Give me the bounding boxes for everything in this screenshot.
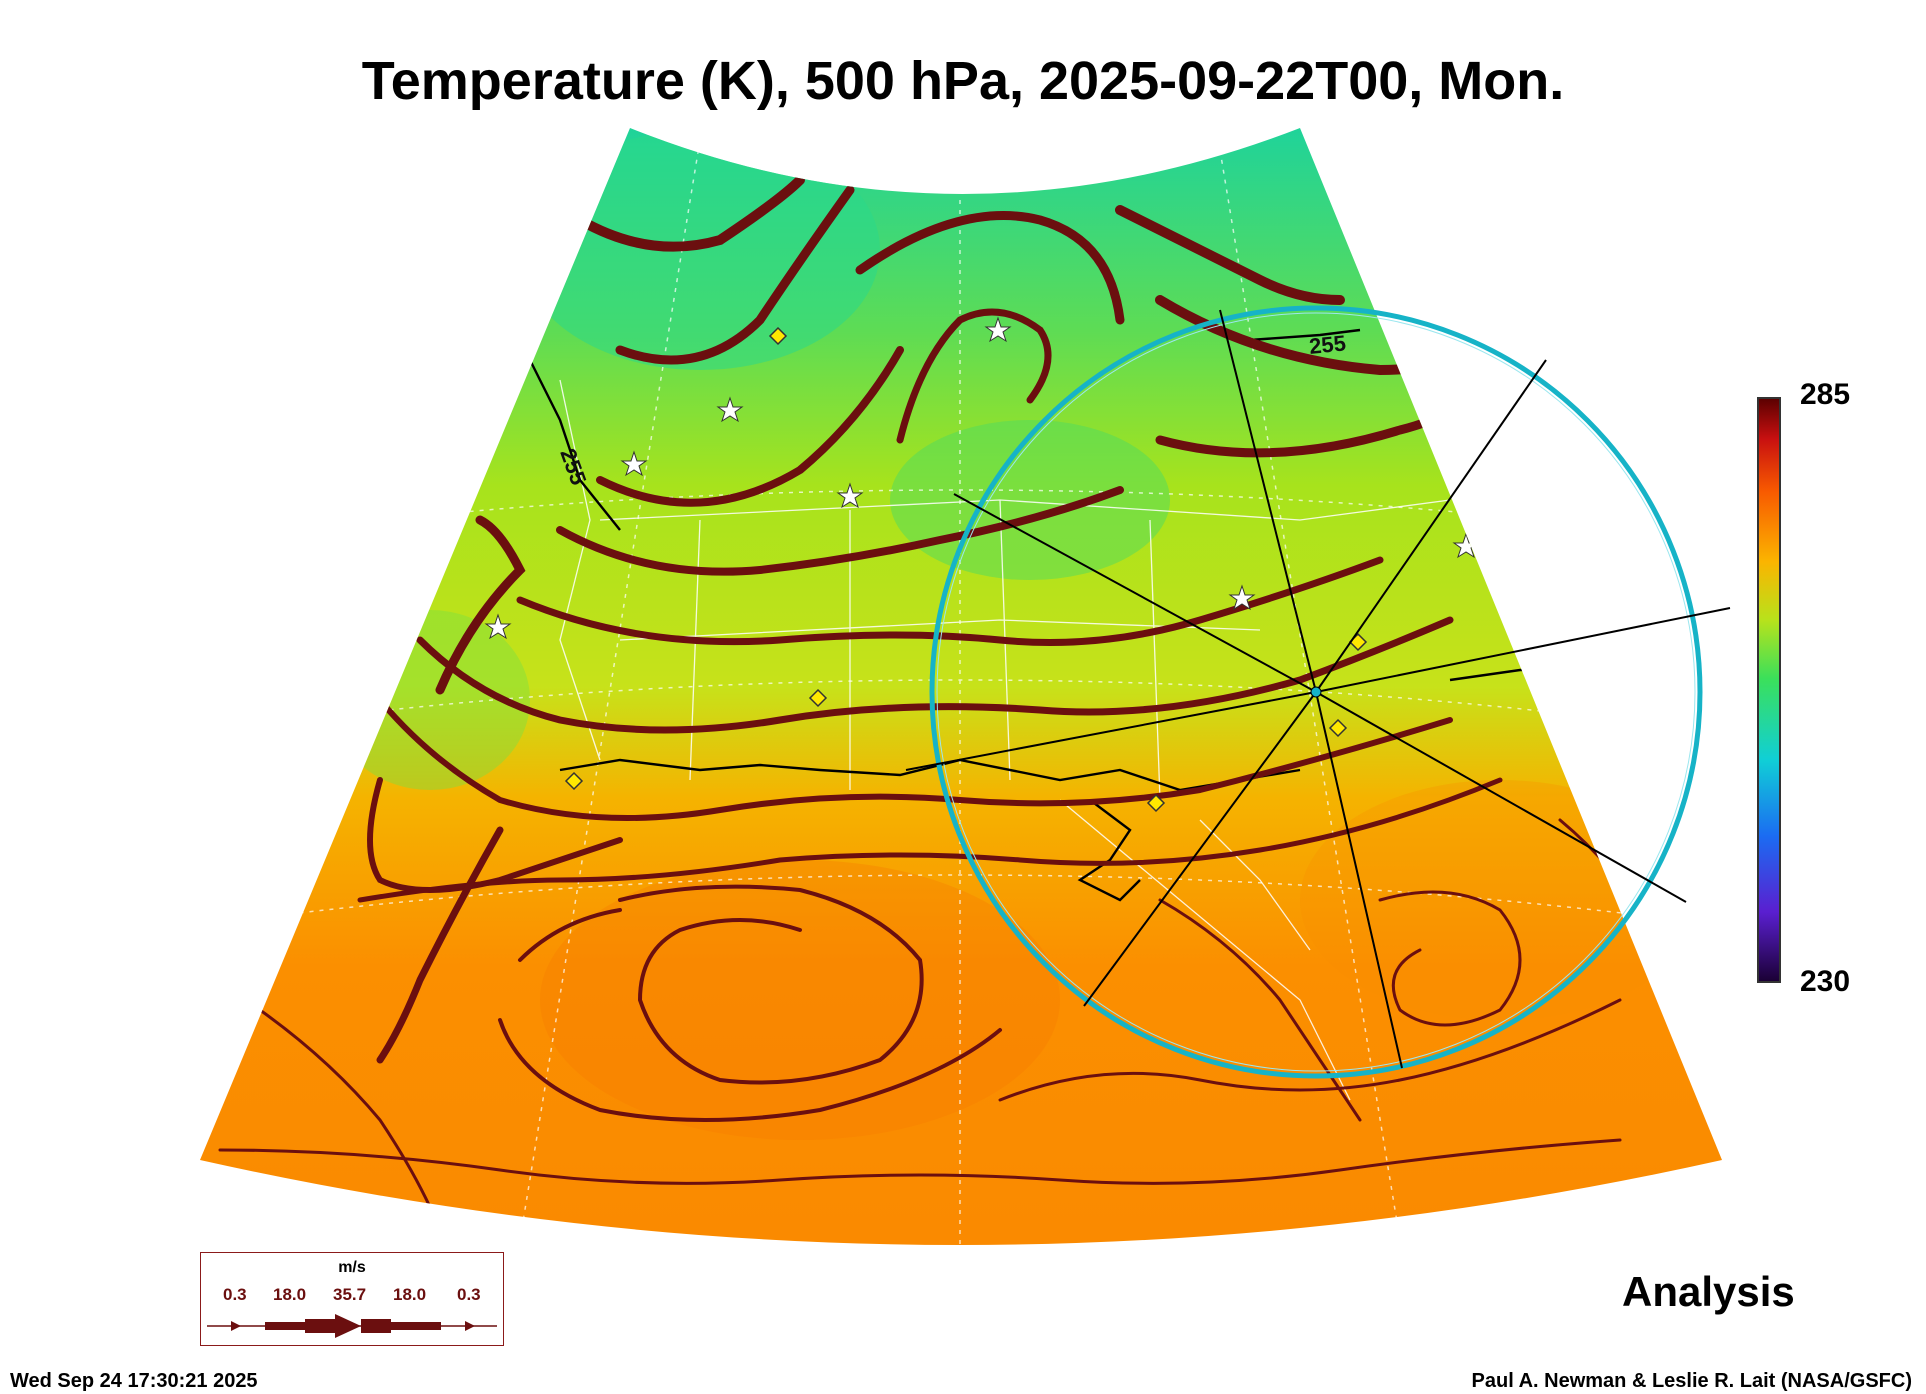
legend-value: 0.3 — [457, 1285, 481, 1304]
legend-value: 18.0 — [273, 1285, 307, 1304]
map-title: Temperature (K), 500 hPa, 2025-09-22T00,… — [361, 51, 1565, 111]
legend-value: 35.7 — [333, 1285, 367, 1304]
contour-label-255-a: 255 — [1308, 330, 1347, 359]
colorbar-min-label: 230 — [1800, 965, 1851, 998]
legend-value: 0.3 — [223, 1285, 247, 1304]
station-diamonds — [564, 326, 1368, 813]
analysis-label: Analysis — [1622, 1268, 1795, 1315]
map-sector — [200, 128, 1722, 1245]
colorbar — [1757, 397, 1781, 983]
legend-unit: m/s — [338, 1259, 366, 1276]
legend-arrow-scale — [207, 1314, 497, 1338]
credit-line: Paul A. Newman & Leslie R. Lait (NASA/GS… — [1471, 1370, 1912, 1392]
timestamp: Wed Sep 24 17:30:21 2025 — [10, 1370, 258, 1392]
legend-value: 18.0 — [393, 1285, 427, 1304]
colorbar-max-label: 285 — [1800, 378, 1851, 411]
streamlines — [218, 175, 1702, 1232]
graticule — [239, 139, 1681, 1245]
station-stars — [484, 316, 1480, 640]
wind-speed-legend: m/s 0.3 18.0 35.7 18.0 0.3 — [200, 1252, 504, 1346]
range-ring — [905, 305, 1731, 1079]
